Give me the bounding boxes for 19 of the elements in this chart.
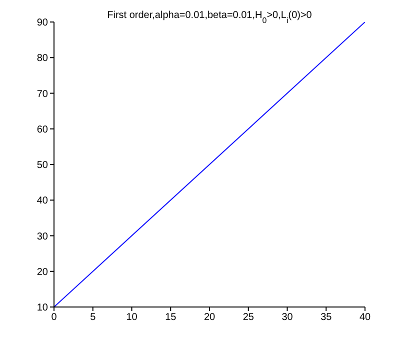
y-tick-label: 30 — [36, 231, 48, 242]
y-tick-label: 40 — [36, 196, 48, 207]
x-tick-label: 0 — [51, 312, 58, 324]
x-tick-label: 30 — [282, 312, 294, 324]
y-tick-label: 60 — [36, 124, 48, 136]
y-tick-label: 10 — [36, 302, 48, 314]
x-tick-label: 35 — [320, 312, 332, 324]
x-tick-label: 10 — [126, 312, 138, 324]
x-tick-label: 20 — [204, 312, 216, 324]
chart-title: First order,alpha=0.01,beta=0.01,H$_{0}$>0,L$_{i}$(0)>0 — [107, 10, 312, 24]
x-tick-label: 40 — [359, 312, 371, 324]
y-tick-label: 80 — [36, 53, 48, 64]
x-tick-label: 25 — [242, 312, 254, 324]
y-tick-label: 70 — [36, 88, 48, 100]
x-tick-label: 15 — [165, 312, 177, 324]
y-tick-label: 20 — [36, 266, 48, 278]
y-tick-label: 90 — [36, 18, 48, 29]
y-tick-label: 50 — [36, 160, 48, 172]
x-tick-label: 5 — [90, 312, 96, 324]
